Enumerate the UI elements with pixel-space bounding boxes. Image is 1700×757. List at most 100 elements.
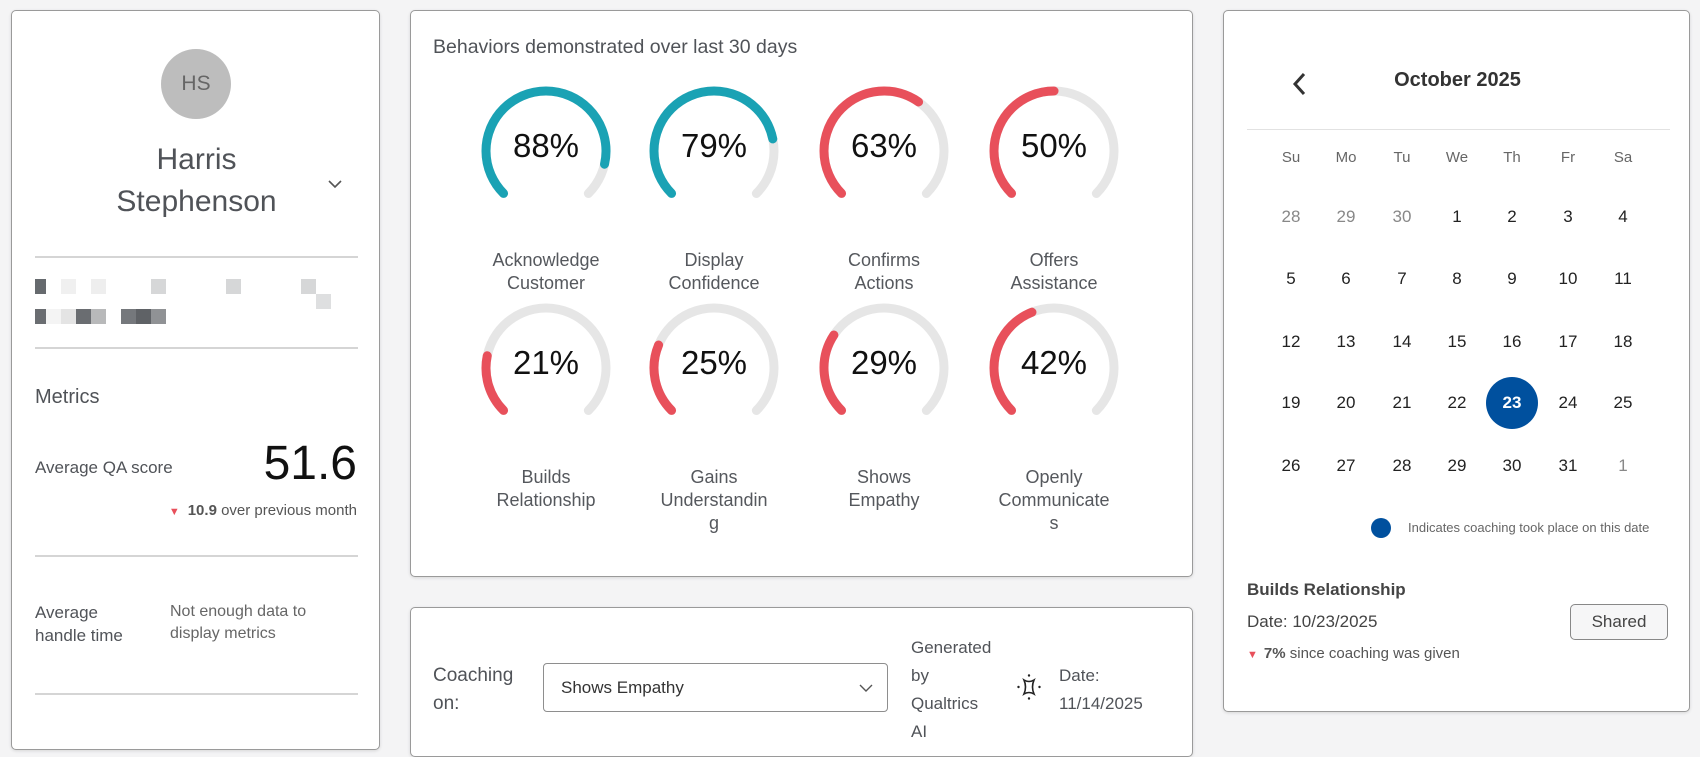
- ai-sparkle-icon: [1017, 674, 1041, 700]
- selected-day-highlight: [1486, 377, 1538, 429]
- gauge-fill: [649, 86, 779, 216]
- gauge-label: Openly Communicate s: [998, 467, 1110, 533]
- calendar-day[interactable]: 1: [1618, 456, 1628, 475]
- divider: [1247, 129, 1670, 130]
- calendar-day[interactable]: 26: [1281, 456, 1301, 475]
- calendar-day[interactable]: 30: [1502, 456, 1522, 475]
- calendar-day[interactable]: 15: [1447, 332, 1467, 351]
- calendar-day[interactable]: 21: [1392, 393, 1412, 412]
- coaching-date: Date: 11/14/2025: [1059, 666, 1143, 713]
- gauge-percent: 21%: [512, 344, 580, 381]
- gauge-label: Builds Relationship: [496, 467, 596, 510]
- gauge-ring: [819, 303, 949, 433]
- calendar-day[interactable]: 6: [1341, 269, 1351, 288]
- calendar-day[interactable]: 8: [1452, 269, 1462, 288]
- calendar-day[interactable]: 17: [1558, 332, 1578, 351]
- calendar-day[interactable]: 2: [1507, 207, 1517, 226]
- calendar-day[interactable]: 11: [1614, 269, 1632, 288]
- gauge-ring: [989, 303, 1119, 433]
- coaching-legend-dot: [1371, 518, 1391, 538]
- qa-change-value: 10.9: [187, 502, 217, 519]
- coaching-detail-change: ▼ 7% since coaching was given: [1247, 645, 1460, 662]
- gauge-ring: [989, 86, 1119, 216]
- gauge-percent: 79%: [680, 127, 748, 164]
- divider: [35, 555, 358, 557]
- calendar-day[interactable]: 27: [1336, 456, 1356, 475]
- calendar-day[interactable]: 29: [1336, 207, 1356, 226]
- chevron-left-icon[interactable]: [1290, 71, 1308, 97]
- behavior-select-value: Shows Empathy: [561, 678, 684, 697]
- calendar-day[interactable]: 12: [1281, 332, 1301, 351]
- calendar-day[interactable]: 23: [1502, 393, 1522, 412]
- behavior-gauge: 42% Openly Communicate s: [979, 298, 1129, 535]
- calendar-day[interactable]: 28: [1392, 456, 1412, 475]
- calendar-day[interactable]: 29: [1447, 456, 1467, 475]
- redacted-info-image: [35, 279, 365, 329]
- down-arrow-icon: ▼: [1247, 649, 1258, 661]
- calendar-panel: October 2025 Su Mo Tu We Th Fr Sa 28 29 30 1 2 3 4 5 6 7…: [1223, 10, 1690, 712]
- behavior-gauge: 88% Acknowledge Customer: [471, 81, 621, 295]
- gauge-label: Display Confidence: [668, 250, 760, 293]
- weekday-header: Fr: [1560, 149, 1576, 166]
- gauge-fill: [989, 303, 1119, 433]
- weekday-header: Th: [1503, 149, 1521, 166]
- behaviors-panel: Behaviors demonstrated over last 30 days…: [410, 10, 1193, 577]
- agent-profile-panel: HS Harris Stephenson Metrics Average QA …: [11, 10, 380, 750]
- calendar-day[interactable]: 25: [1613, 393, 1633, 412]
- agent-name[interactable]: Harris Stephenson: [12, 139, 381, 223]
- calendar-day[interactable]: 4: [1618, 207, 1628, 226]
- behavior-gauge: 25% Gains Understandin g: [639, 298, 789, 535]
- calendar-day[interactable]: 28: [1281, 207, 1301, 226]
- behavior-gauge: 63% Confirms Actions: [809, 81, 959, 295]
- calendar-day[interactable]: 22: [1447, 393, 1467, 412]
- gauge-label: Shows Empathy: [848, 467, 920, 510]
- calendar-day[interactable]: 18: [1613, 332, 1633, 351]
- gauge-label: Gains Understandin g: [660, 467, 768, 533]
- gauge-label: Offers Assistance: [1010, 250, 1098, 293]
- gauge-ring: [481, 303, 611, 433]
- agent-last-name: Stephenson: [116, 185, 277, 218]
- handle-time-value: Not enough data to display metrics: [170, 603, 307, 642]
- divider: [35, 347, 358, 349]
- behavior-gauge: 21% Builds Relationship: [471, 298, 621, 512]
- gauge-label: Confirms Actions: [847, 250, 920, 293]
- behavior-gauge: 79% Display Confidence: [639, 81, 789, 295]
- calendar-day[interactable]: 16: [1502, 332, 1522, 351]
- calendar-day[interactable]: 30: [1392, 207, 1412, 226]
- behavior-select[interactable]: Shows Empathy: [543, 663, 888, 712]
- gauge-percent: 50%: [1020, 127, 1088, 164]
- gauge-ring: [819, 86, 949, 216]
- calendar-day[interactable]: 3: [1563, 207, 1573, 226]
- calendar-day[interactable]: 9: [1507, 269, 1517, 288]
- calendar-day[interactable]: 13: [1336, 332, 1356, 351]
- coaching-panel: Coaching on: Shows Empathy Generated by Qua…: [410, 607, 1193, 757]
- calendar-day[interactable]: 1: [1452, 207, 1462, 226]
- gauge-percent: 25%: [680, 344, 748, 381]
- qa-score-label: Average QA score: [35, 458, 173, 477]
- gauge-fill: [481, 86, 611, 216]
- calendar-day[interactable]: 24: [1558, 393, 1578, 412]
- gauge-percent: 63%: [850, 127, 918, 164]
- shared-status-button[interactable]: Shared: [1570, 604, 1668, 640]
- chevron-down-icon[interactable]: [327, 178, 343, 190]
- chevron-down-icon: [859, 684, 873, 692]
- calendar-day[interactable]: 14: [1392, 332, 1412, 351]
- behaviors-title: Behaviors demonstrated over last 30 days: [433, 36, 798, 58]
- calendar-day[interactable]: 10: [1558, 269, 1578, 288]
- calendar-day[interactable]: 19: [1281, 393, 1301, 412]
- weekday-header: We: [1445, 149, 1469, 166]
- gauge-fill: [481, 303, 611, 433]
- calendar-day[interactable]: 31: [1558, 456, 1578, 475]
- weekday-header: Tu: [1393, 149, 1411, 166]
- coaching-detail-date: Date: 10/23/2025: [1247, 612, 1378, 631]
- behavior-gauge: 29% Shows Empathy: [809, 298, 959, 512]
- gauge-fill: [989, 86, 1119, 216]
- calendar-day[interactable]: 7: [1397, 269, 1407, 288]
- behavior-gauge: 50% Offers Assistance: [979, 81, 1129, 295]
- calendar-day[interactable]: 5: [1286, 269, 1296, 288]
- qa-score-change: ▼ 10.9 over previous month: [169, 502, 357, 519]
- gauge-percent: 29%: [850, 344, 918, 381]
- calendar-day[interactable]: 20: [1336, 393, 1356, 412]
- metrics-heading: Metrics: [35, 386, 100, 408]
- weekday-header: Sa: [1613, 149, 1633, 166]
